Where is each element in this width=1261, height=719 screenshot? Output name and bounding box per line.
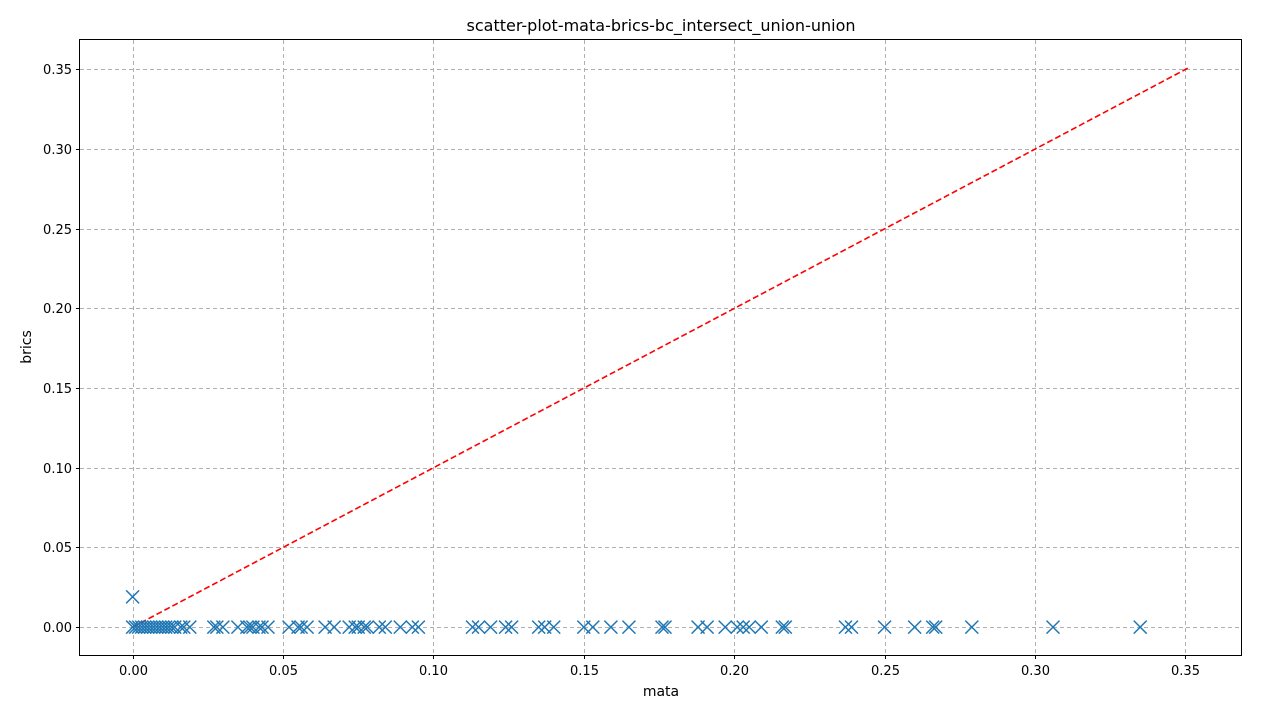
data-point	[736, 620, 751, 635]
data-point	[730, 620, 745, 635]
data-point	[778, 620, 793, 635]
data-point	[654, 620, 670, 635]
x-axis-label: mata	[643, 684, 679, 700]
reference-line-layer	[132, 67, 1189, 628]
y-tick-label: 0.05	[43, 541, 72, 556]
data-point	[300, 620, 315, 635]
data-point	[531, 620, 546, 635]
data-point	[471, 620, 486, 635]
data-point	[327, 620, 342, 635]
data-point	[483, 620, 498, 635]
reference-line	[132, 67, 1189, 628]
y-tick-label: 0.10	[43, 462, 72, 477]
data-point	[603, 620, 618, 635]
data-point	[657, 620, 673, 635]
data-point	[844, 620, 859, 635]
y-tick-label: 0.00	[43, 621, 72, 636]
data-point	[360, 620, 375, 635]
x-tick-label: 0.15	[570, 664, 599, 679]
data-point	[393, 620, 408, 635]
data-point	[964, 620, 979, 635]
data-point	[372, 620, 387, 635]
data-point	[925, 620, 940, 635]
y-tick-label: 0.20	[43, 302, 72, 317]
y-tick-label: 0.25	[43, 223, 72, 238]
x-tick-label: 0.10	[419, 664, 448, 679]
data-point	[838, 620, 853, 635]
data-point	[465, 620, 480, 635]
data-point	[621, 620, 636, 635]
data-point	[742, 620, 757, 635]
data-point	[775, 620, 790, 635]
data-point	[254, 620, 270, 635]
data-point	[504, 620, 519, 635]
chart-title: scatter-plot-mata-brics-bc_intersect_uni…	[467, 16, 856, 36]
x-tick-label: 0.35	[1171, 664, 1200, 679]
plot-frame	[79, 39, 1242, 656]
y-axis-label: brics	[19, 330, 35, 364]
data-point	[215, 620, 230, 635]
scatter-points	[125, 589, 1148, 635]
data-point	[161, 620, 176, 635]
x-tick-label: 0.30	[1021, 664, 1050, 679]
data-point	[498, 620, 513, 635]
data-point	[907, 620, 922, 635]
data-point	[585, 620, 600, 635]
data-point	[754, 620, 769, 635]
data-point	[260, 620, 276, 635]
grid-lines	[80, 40, 1241, 655]
data-point	[877, 620, 892, 635]
axis-ticks: 0.00 0.05 0.10 0.15 0.20 0.25 0.30 0.35 0.00 0.05…	[43, 63, 1200, 679]
x-tick-label: 0.25	[871, 664, 900, 679]
data-point	[176, 620, 191, 635]
data-point	[718, 620, 733, 635]
data-point	[294, 620, 309, 635]
data-point	[209, 620, 224, 635]
data-point	[125, 589, 140, 604]
data-point	[700, 620, 715, 635]
data-point	[405, 620, 420, 635]
data-point	[1045, 620, 1061, 635]
y-tick-label: 0.30	[43, 143, 72, 158]
data-point	[239, 620, 254, 635]
y-tick-label: 0.35	[43, 63, 72, 78]
x-tick-label: 0.20	[720, 664, 749, 679]
x-tick-label: 0.00	[119, 664, 148, 679]
data-point	[1133, 620, 1148, 635]
x-tick-label: 0.05	[269, 664, 298, 679]
data-point	[378, 620, 393, 635]
data-point	[357, 620, 372, 635]
data-point	[546, 620, 561, 635]
data-point	[411, 620, 426, 635]
data-point	[182, 620, 197, 635]
data-point	[928, 620, 943, 635]
y-tick-label: 0.15	[43, 382, 72, 397]
